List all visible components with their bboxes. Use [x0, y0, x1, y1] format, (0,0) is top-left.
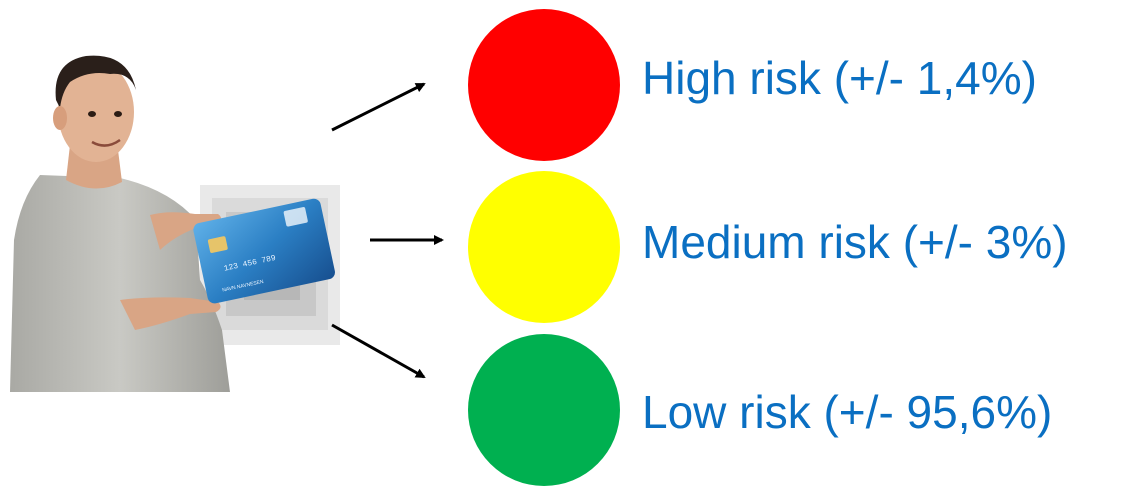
medium-risk-label: Medium risk (+/- 3%) [642, 216, 1068, 268]
shirt [10, 175, 230, 392]
arrow-to-high [331, 82, 426, 132]
high-risk-circle [468, 9, 620, 161]
credit-card: 123 456 789 NAVN NAVNESEN [193, 198, 335, 304]
low-risk-circle [468, 334, 620, 486]
ear [53, 106, 67, 130]
eye-left [88, 111, 96, 117]
low-risk-label: Low risk (+/- 95,6%) [642, 386, 1053, 438]
person-illustration: 123 456 789 NAVN NAVNESEN [10, 55, 340, 392]
arm-upper [150, 212, 221, 250]
arrow-to-low [331, 323, 426, 379]
high-risk-label: High risk (+/- 1,4%) [642, 52, 1037, 104]
card-logo [283, 207, 308, 227]
arm-lower [120, 297, 221, 330]
eye-right [114, 111, 122, 117]
card-chip [207, 236, 228, 253]
hair [55, 55, 136, 108]
face [58, 62, 134, 162]
medium-risk-circle [468, 171, 620, 323]
smile [91, 138, 121, 147]
